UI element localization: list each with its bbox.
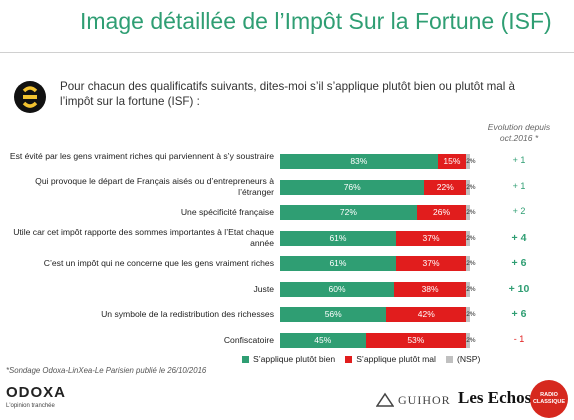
bar-nsp: 2% xyxy=(466,332,476,348)
legend-label-nsp: (NSP) xyxy=(456,354,481,364)
bar-negative: 42% xyxy=(386,307,467,322)
stacked-bar: 72% 26% 2% xyxy=(280,205,476,220)
bar-negative: 53% xyxy=(365,332,467,348)
bar-negative: 37% xyxy=(395,230,467,246)
row-label: Une spécificité française xyxy=(180,207,274,217)
bar-nsp: 2% xyxy=(466,205,476,220)
evolution-value: - 1 xyxy=(513,333,525,344)
bar-nsp: 2% xyxy=(466,179,476,195)
survey-question: Pour chacun des qualificatifs suivants, … xyxy=(60,80,515,108)
guihor-logo: GUIHOR xyxy=(376,392,451,408)
evolution-value: + 6 xyxy=(511,308,527,320)
legend-swatch-negative xyxy=(345,355,353,363)
row-label: Juste xyxy=(253,283,274,294)
stacked-bar: 60% 38% 2% xyxy=(280,281,476,297)
radio-classique-wordmark: RADIO CLASSIQUE xyxy=(532,392,566,405)
bar-positive: 61% xyxy=(280,256,396,271)
evolution-value: + 1 xyxy=(512,155,526,165)
row-label: Confiscatoire xyxy=(223,334,274,345)
bar-negative: 37% xyxy=(395,256,467,271)
bar-negative: 38% xyxy=(394,281,467,297)
stacked-bar: 45% 53% 2% xyxy=(280,332,476,348)
evolution-value: + 4 xyxy=(511,231,527,244)
lesechos-logo: Les Echos xyxy=(458,388,532,407)
bar-nsp: 2% xyxy=(466,281,476,297)
bar-positive: 60% xyxy=(280,281,394,297)
guihor-icon xyxy=(376,392,394,407)
row-label: Utile car cet impôt rapporte des sommes … xyxy=(13,227,274,248)
odoxa-badge-icon xyxy=(14,81,46,113)
evolution-value: + 2 xyxy=(512,206,526,216)
evolution-value: + 1 xyxy=(512,180,526,191)
chart-legend: S’applique plutôt bien S’applique plutôt… xyxy=(242,354,490,364)
bar-nsp: 2% xyxy=(466,307,476,322)
evolution-value: + 6 xyxy=(511,257,527,269)
stacked-bar: 61% 37% 2% xyxy=(280,256,476,271)
legend-item-negative: S’applique plutôt mal xyxy=(345,354,436,364)
bar-positive: 56% xyxy=(280,307,387,322)
header-divider xyxy=(0,52,574,53)
stacked-bar: 56% 42% 2% xyxy=(280,307,476,322)
stacked-bar: 76% 22% 2% xyxy=(280,179,476,195)
legend-item-positive: S’applique plutôt bien xyxy=(242,354,335,364)
stacked-bar: 83% 15% 2% xyxy=(280,154,476,169)
bar-nsp: 2% xyxy=(466,154,476,169)
bar-positive: 45% xyxy=(280,332,366,348)
legend-item-nsp: (NSP) xyxy=(445,354,481,364)
bar-negative: 22% xyxy=(424,179,467,195)
guihor-wordmark: GUIHOR xyxy=(398,392,451,407)
bar-negative: 15% xyxy=(437,154,467,169)
bar-negative: 26% xyxy=(416,205,467,220)
stacked-bar: 61% 37% 2% xyxy=(280,230,476,246)
source-note: *Sondage Odoxa-LinXea-Le Parisien publié… xyxy=(6,366,207,375)
row-label: Est évité par les gens vraiment riches q… xyxy=(9,150,274,161)
bar-positive: 76% xyxy=(280,179,425,195)
legend-label-positive: S’applique plutôt bien xyxy=(253,354,336,364)
page-title: Image détaillée de l’Impôt Sur la Fortun… xyxy=(80,8,552,34)
legend-swatch-positive xyxy=(242,355,249,363)
legend-label-negative: S’applique plutôt mal xyxy=(356,354,436,364)
odoxa-tagline: L'opinion tranchée xyxy=(6,403,55,409)
odoxa-logo: ODOXA xyxy=(6,384,67,401)
legend-swatch-nsp xyxy=(445,355,453,363)
bar-nsp: 2% xyxy=(466,230,476,246)
bar-nsp: 2% xyxy=(466,256,476,271)
row-label: C’est un impôt qui ne concerne que les g… xyxy=(43,258,274,268)
radio-classique-logo xyxy=(530,380,568,418)
evolution-header: Evolution depuis oct.2016 * xyxy=(487,122,551,143)
evolution-value: + 10 xyxy=(508,282,530,295)
bar-positive: 83% xyxy=(280,154,438,169)
bar-positive: 72% xyxy=(280,205,417,220)
row-label: Qui provoque le départ de Français aisés… xyxy=(35,176,274,197)
bar-positive: 61% xyxy=(280,230,396,246)
row-label: Un symbole de la redistribution des rich… xyxy=(101,309,274,319)
slide-header: Image détaillée de l’Impôt Sur la Fortun… xyxy=(0,0,574,56)
